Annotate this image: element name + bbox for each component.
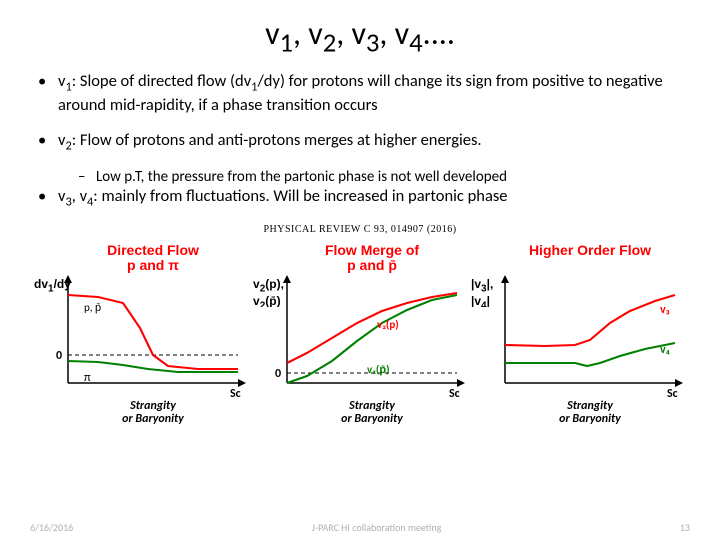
bullet-item: v2: Flow of protons and anti-protons mer… (38, 130, 690, 154)
chart-container: Directed Flowp and πdv1/dy0p, p̄πScStran… (34, 243, 249, 428)
chart-title: Flow Merge ofp and p̄ (287, 243, 457, 274)
chart-title: Directed Flowp and π (68, 243, 238, 274)
chart-xlabel-sub: Strangity (566, 399, 613, 413)
chart-legend-label: v₃ (660, 303, 670, 317)
chart-container: Flow Merge ofp and p̄v2(p), v2(p̄)0v₂(p)… (253, 243, 468, 428)
chart-xlabel: Sc (230, 387, 241, 401)
chart-xlabel: Sc (667, 387, 678, 401)
chart: Directed Flowp and πdv1/dy0p, p̄πScStran… (34, 243, 249, 428)
chart-legend-label: p, p̄ (84, 301, 101, 314)
chart: Flow Merge ofp and p̄v2(p), v2(p̄)0v₂(p)… (253, 243, 468, 428)
bullet-sub-item: Low p.T, the pressure from the partonic … (78, 168, 690, 187)
chart-legend-label: v₂(p̄) (367, 363, 390, 376)
bullet-item: v3, v4: mainly from fluctuations. Will b… (38, 186, 690, 210)
chart-series (505, 295, 675, 346)
chart-container: Higher Order Flow|v3|, |v4|v₃v₄ScStrangi… (471, 243, 686, 428)
chart-title: Higher Order Flow (505, 243, 675, 258)
chart-legend-label: v₄ (660, 343, 670, 357)
bullet-list: v1: Slope of directed flow (dv1/dy) for … (30, 71, 690, 210)
footer-center: J-PARC HI collaboration meeting (312, 521, 442, 534)
chart-xlabel: Sc (449, 387, 460, 401)
chart-xlabel-sub: or Baryonity (341, 412, 403, 426)
chart-xlabel-sub: or Baryonity (122, 412, 184, 426)
svg-text:0: 0 (56, 349, 62, 363)
footer-date: 6/16/2016 (30, 521, 73, 534)
chart-legend-label: π (84, 371, 91, 385)
chart-series (287, 293, 457, 363)
footer: 6/16/2016 J-PARC HI collaboration meetin… (30, 521, 690, 534)
slide-title: v1, v2, v3, v4.... (30, 14, 690, 59)
slide: v1, v2, v3, v4.... v1: Slope of directed… (0, 0, 720, 540)
svg-text:0: 0 (275, 367, 281, 381)
chart-legend-label: v₂(p) (377, 318, 399, 331)
chart-xlabel-sub: Strangity (348, 399, 395, 413)
chart-xlabel-sub: or Baryonity (559, 412, 621, 426)
footer-page: 13 (680, 521, 690, 534)
bullet-item: v1: Slope of directed flow (dv1/dy) for … (38, 71, 690, 115)
chart-series (68, 361, 238, 372)
charts-row: Directed Flowp and πdv1/dy0p, p̄πScStran… (30, 243, 690, 428)
bullet-ul: v1: Slope of directed flow (dv1/dy) for … (30, 71, 690, 210)
chart-xlabel-sub: Strangity (129, 399, 176, 413)
citation: PHYSICAL REVIEW C 93, 014907 (2016) (30, 224, 690, 235)
chart: Higher Order Flow|v3|, |v4|v₃v₄ScStrangi… (471, 243, 686, 428)
